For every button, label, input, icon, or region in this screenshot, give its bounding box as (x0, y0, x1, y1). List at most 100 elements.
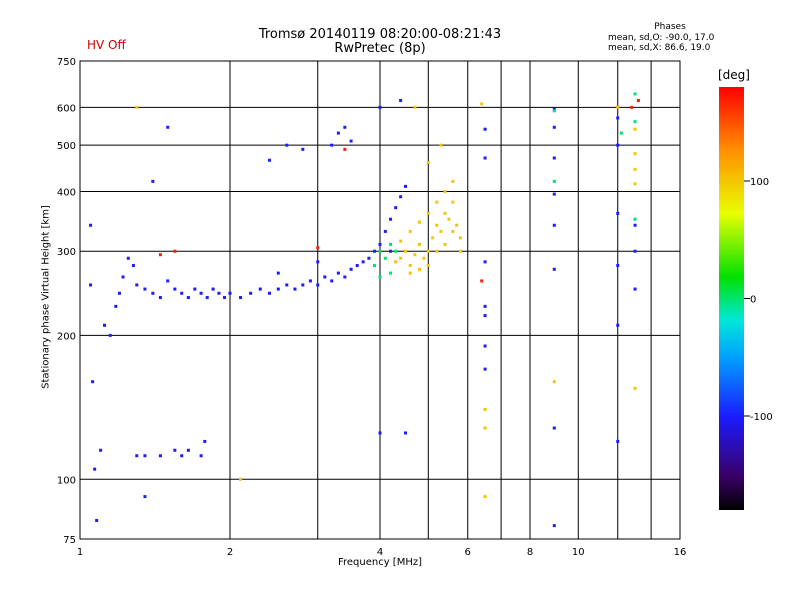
data-point (114, 304, 118, 308)
data-point (633, 386, 637, 390)
chart-subtitle: RwPretec (8p) (334, 41, 426, 56)
data-point (180, 291, 184, 295)
data-point (616, 264, 620, 268)
data-point (399, 239, 403, 243)
data-point (193, 287, 197, 291)
data-point (95, 518, 99, 522)
data-point (394, 206, 398, 210)
data-point (413, 253, 417, 257)
data-point (616, 439, 620, 443)
data-point (422, 256, 426, 260)
data-point (633, 167, 637, 171)
data-point (389, 249, 393, 253)
data-point (483, 495, 487, 499)
data-point (417, 267, 421, 271)
data-point (323, 275, 327, 279)
x-tick-label: 10 (572, 547, 585, 558)
data-point (426, 249, 430, 253)
data-point (343, 147, 347, 151)
data-point (483, 426, 487, 430)
data-point (336, 131, 340, 135)
data-point (483, 407, 487, 411)
data-point (355, 264, 359, 268)
data-point (258, 287, 262, 291)
y-axis-label: Stationary phase Virtual Height [km] (40, 205, 52, 389)
data-point (616, 143, 620, 147)
data-point (239, 477, 243, 481)
x-tick-label: 16 (674, 547, 687, 558)
data-point (373, 249, 377, 253)
phases-x-stats: mean, sd,X: 86.6, 19.0 (608, 43, 711, 53)
data-point (633, 287, 637, 291)
data-point (451, 200, 455, 204)
data-point (633, 127, 637, 131)
data-point (435, 200, 439, 204)
data-point (480, 279, 484, 283)
data-point (173, 249, 177, 253)
data-point (158, 253, 162, 257)
data-point (552, 380, 556, 384)
data-point (349, 267, 353, 271)
data-point (483, 367, 487, 371)
data-point (431, 236, 435, 240)
data-point (199, 291, 203, 295)
y-tick-label: 750 (57, 57, 76, 68)
data-point (186, 448, 190, 452)
data-points (89, 92, 640, 528)
data-point (108, 333, 112, 337)
plot-frame (79, 60, 681, 540)
hv-status-label: HV Off (87, 38, 126, 52)
data-point (552, 109, 556, 113)
data-point (443, 189, 447, 193)
colorbar-unit-label: [deg] (718, 68, 750, 82)
data-point (458, 236, 462, 240)
data-point (483, 304, 487, 308)
data-point (426, 264, 430, 268)
data-point (399, 195, 403, 199)
data-point (403, 431, 407, 435)
data-point (203, 439, 207, 443)
data-point (93, 467, 97, 471)
data-point (239, 296, 243, 300)
data-point (316, 260, 320, 264)
data-point (361, 260, 365, 264)
data-point (413, 105, 417, 109)
data-point (121, 275, 125, 279)
phases-o-stats: mean, sd,O: -90.0, 17.0 (608, 33, 715, 43)
data-point (91, 380, 95, 384)
data-point (389, 242, 393, 246)
data-point (633, 182, 637, 186)
data-point (451, 229, 455, 233)
data-point (301, 283, 305, 287)
data-point (117, 291, 121, 295)
data-point (552, 125, 556, 129)
data-point (276, 271, 280, 275)
data-point (143, 454, 147, 458)
data-point (367, 256, 371, 260)
data-point (199, 454, 203, 458)
y-tick-label: 100 (57, 475, 76, 486)
data-point (552, 223, 556, 227)
data-point (399, 256, 403, 260)
data-point (552, 156, 556, 160)
data-point (103, 323, 107, 327)
data-point (417, 220, 421, 224)
data-point (211, 287, 215, 291)
data-point (552, 192, 556, 196)
chart-title: Tromsø 20140119 08:20:00-08:21:43 (258, 27, 502, 42)
data-point (330, 143, 334, 147)
data-point (394, 249, 398, 253)
data-point (633, 92, 637, 96)
data-point (483, 314, 487, 318)
data-point (316, 283, 320, 287)
data-point (131, 264, 135, 268)
data-point (285, 143, 289, 147)
data-point (330, 279, 334, 283)
data-point (619, 131, 623, 135)
data-point (633, 152, 637, 156)
data-point (633, 120, 637, 124)
data-point (426, 211, 430, 215)
data-point (394, 260, 398, 264)
data-point (267, 291, 271, 295)
data-point (343, 125, 347, 129)
